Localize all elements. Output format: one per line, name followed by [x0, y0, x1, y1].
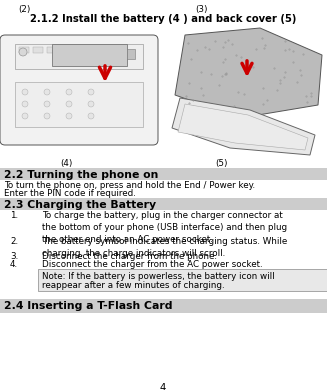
Bar	[15, 82, 143, 127]
Circle shape	[19, 48, 27, 56]
Circle shape	[44, 101, 50, 107]
Bar	[127, 49, 135, 59]
Circle shape	[22, 113, 28, 119]
Circle shape	[88, 113, 94, 119]
Text: 2.4 Inserting a T-Flash Card: 2.4 Inserting a T-Flash Card	[4, 301, 173, 311]
Text: Disconnect the charger from the phone.: Disconnect the charger from the phone.	[42, 252, 217, 261]
Text: 2.3 Charging the Battery: 2.3 Charging the Battery	[4, 200, 156, 209]
Text: 4: 4	[160, 383, 166, 390]
Text: 1.: 1.	[10, 211, 18, 220]
Text: To turn the phone on, press and hold the End / Power key.: To turn the phone on, press and hold the…	[4, 181, 255, 190]
Circle shape	[88, 89, 94, 95]
Polygon shape	[172, 98, 315, 155]
Text: (4): (4)	[60, 159, 72, 168]
Text: 2.1.2 Install the battery (4 ) and back cover (5): 2.1.2 Install the battery (4 ) and back …	[30, 14, 296, 24]
Bar	[0, 168, 327, 180]
Bar	[19, 47, 29, 53]
Bar	[47, 47, 57, 53]
Polygon shape	[178, 104, 308, 150]
FancyBboxPatch shape	[0, 35, 158, 145]
Circle shape	[22, 89, 28, 95]
Text: Disconnect the charger from the AC power socket.: Disconnect the charger from the AC power…	[42, 260, 263, 269]
Circle shape	[66, 113, 72, 119]
Text: Note: If the battery is powerless, the battery icon will: Note: If the battery is powerless, the b…	[42, 272, 275, 281]
Circle shape	[66, 101, 72, 107]
Circle shape	[22, 101, 28, 107]
Bar	[15, 44, 143, 69]
Text: Enter the PIN code if required.: Enter the PIN code if required.	[4, 189, 136, 198]
Circle shape	[44, 113, 50, 119]
Circle shape	[44, 89, 50, 95]
Text: 4.: 4.	[10, 260, 18, 269]
Text: 3.: 3.	[10, 252, 18, 261]
Text: 2.: 2.	[10, 237, 18, 246]
Text: The battery symbol indicates the charging status. While
charging, the charge ind: The battery symbol indicates the chargin…	[42, 237, 287, 258]
Bar	[0, 299, 327, 313]
Bar	[33, 47, 43, 53]
Text: (2): (2)	[18, 5, 30, 14]
Text: reappear after a few minutes of charging.: reappear after a few minutes of charging…	[42, 281, 225, 290]
Bar	[38, 269, 327, 291]
Bar	[52, 44, 127, 66]
Text: (5): (5)	[215, 159, 228, 168]
Text: (3): (3)	[195, 5, 208, 14]
Circle shape	[66, 89, 72, 95]
Text: 2.2 Turning the phone on: 2.2 Turning the phone on	[4, 170, 158, 179]
Bar	[0, 198, 327, 210]
Polygon shape	[175, 28, 322, 118]
Text: To charge the battery, plug in the charger connector at
the bottom of your phone: To charge the battery, plug in the charg…	[42, 211, 287, 244]
Circle shape	[88, 101, 94, 107]
